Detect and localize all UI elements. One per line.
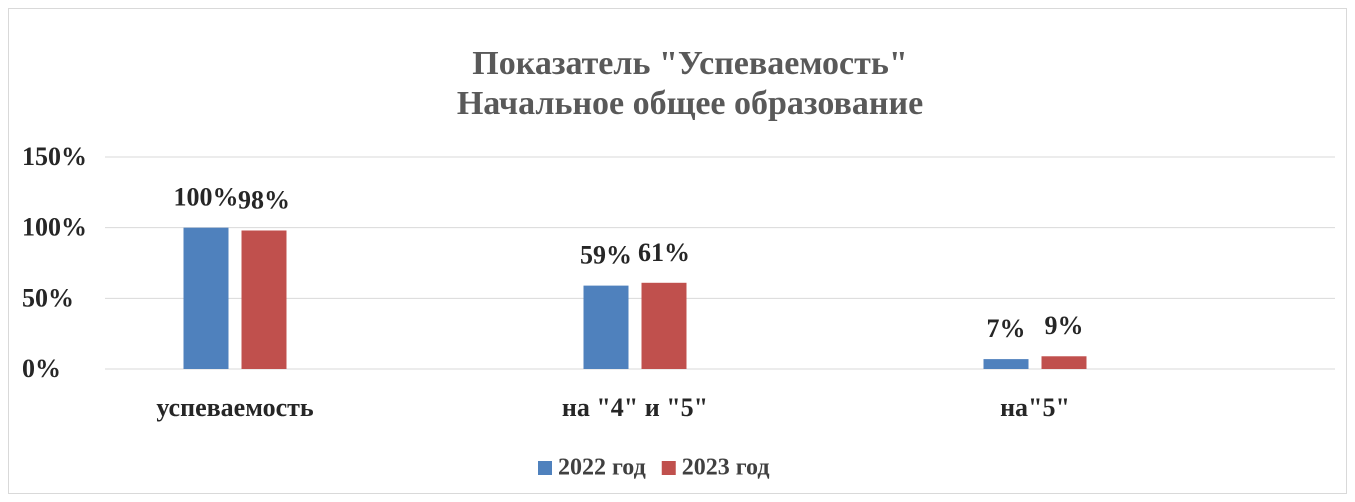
y-tick-label: 150% <box>22 142 87 171</box>
chart-subtitle: Начальное общее образование <box>457 85 923 122</box>
chart-title: Показатель "Успеваемость" <box>472 45 907 82</box>
x-tick-label: успеваемость <box>156 393 314 422</box>
data-label: 100% <box>174 183 239 212</box>
y-tick-label: 50% <box>22 283 74 312</box>
data-label: 59% <box>580 241 632 270</box>
legend-swatch <box>661 461 676 475</box>
legend-swatch <box>538 461 552 475</box>
bar <box>1041 356 1087 369</box>
chart-border <box>8 8 1347 494</box>
bar <box>983 359 1029 369</box>
bar <box>183 227 229 369</box>
y-tick-label: 100% <box>22 213 87 242</box>
bar <box>241 230 287 369</box>
data-label: 7% <box>987 314 1026 343</box>
data-label: 61% <box>638 238 690 267</box>
legend-text: 2022 год <box>558 455 646 481</box>
bar <box>583 285 629 369</box>
legend-text: 2023 год <box>682 455 770 481</box>
bar <box>641 282 687 369</box>
x-tick-label: на "4" и "5" <box>562 393 708 422</box>
data-label: 98% <box>238 185 290 214</box>
data-label: 9% <box>1045 311 1084 340</box>
x-tick-label: на"5" <box>1000 393 1070 422</box>
y-tick-label: 0% <box>22 354 61 383</box>
